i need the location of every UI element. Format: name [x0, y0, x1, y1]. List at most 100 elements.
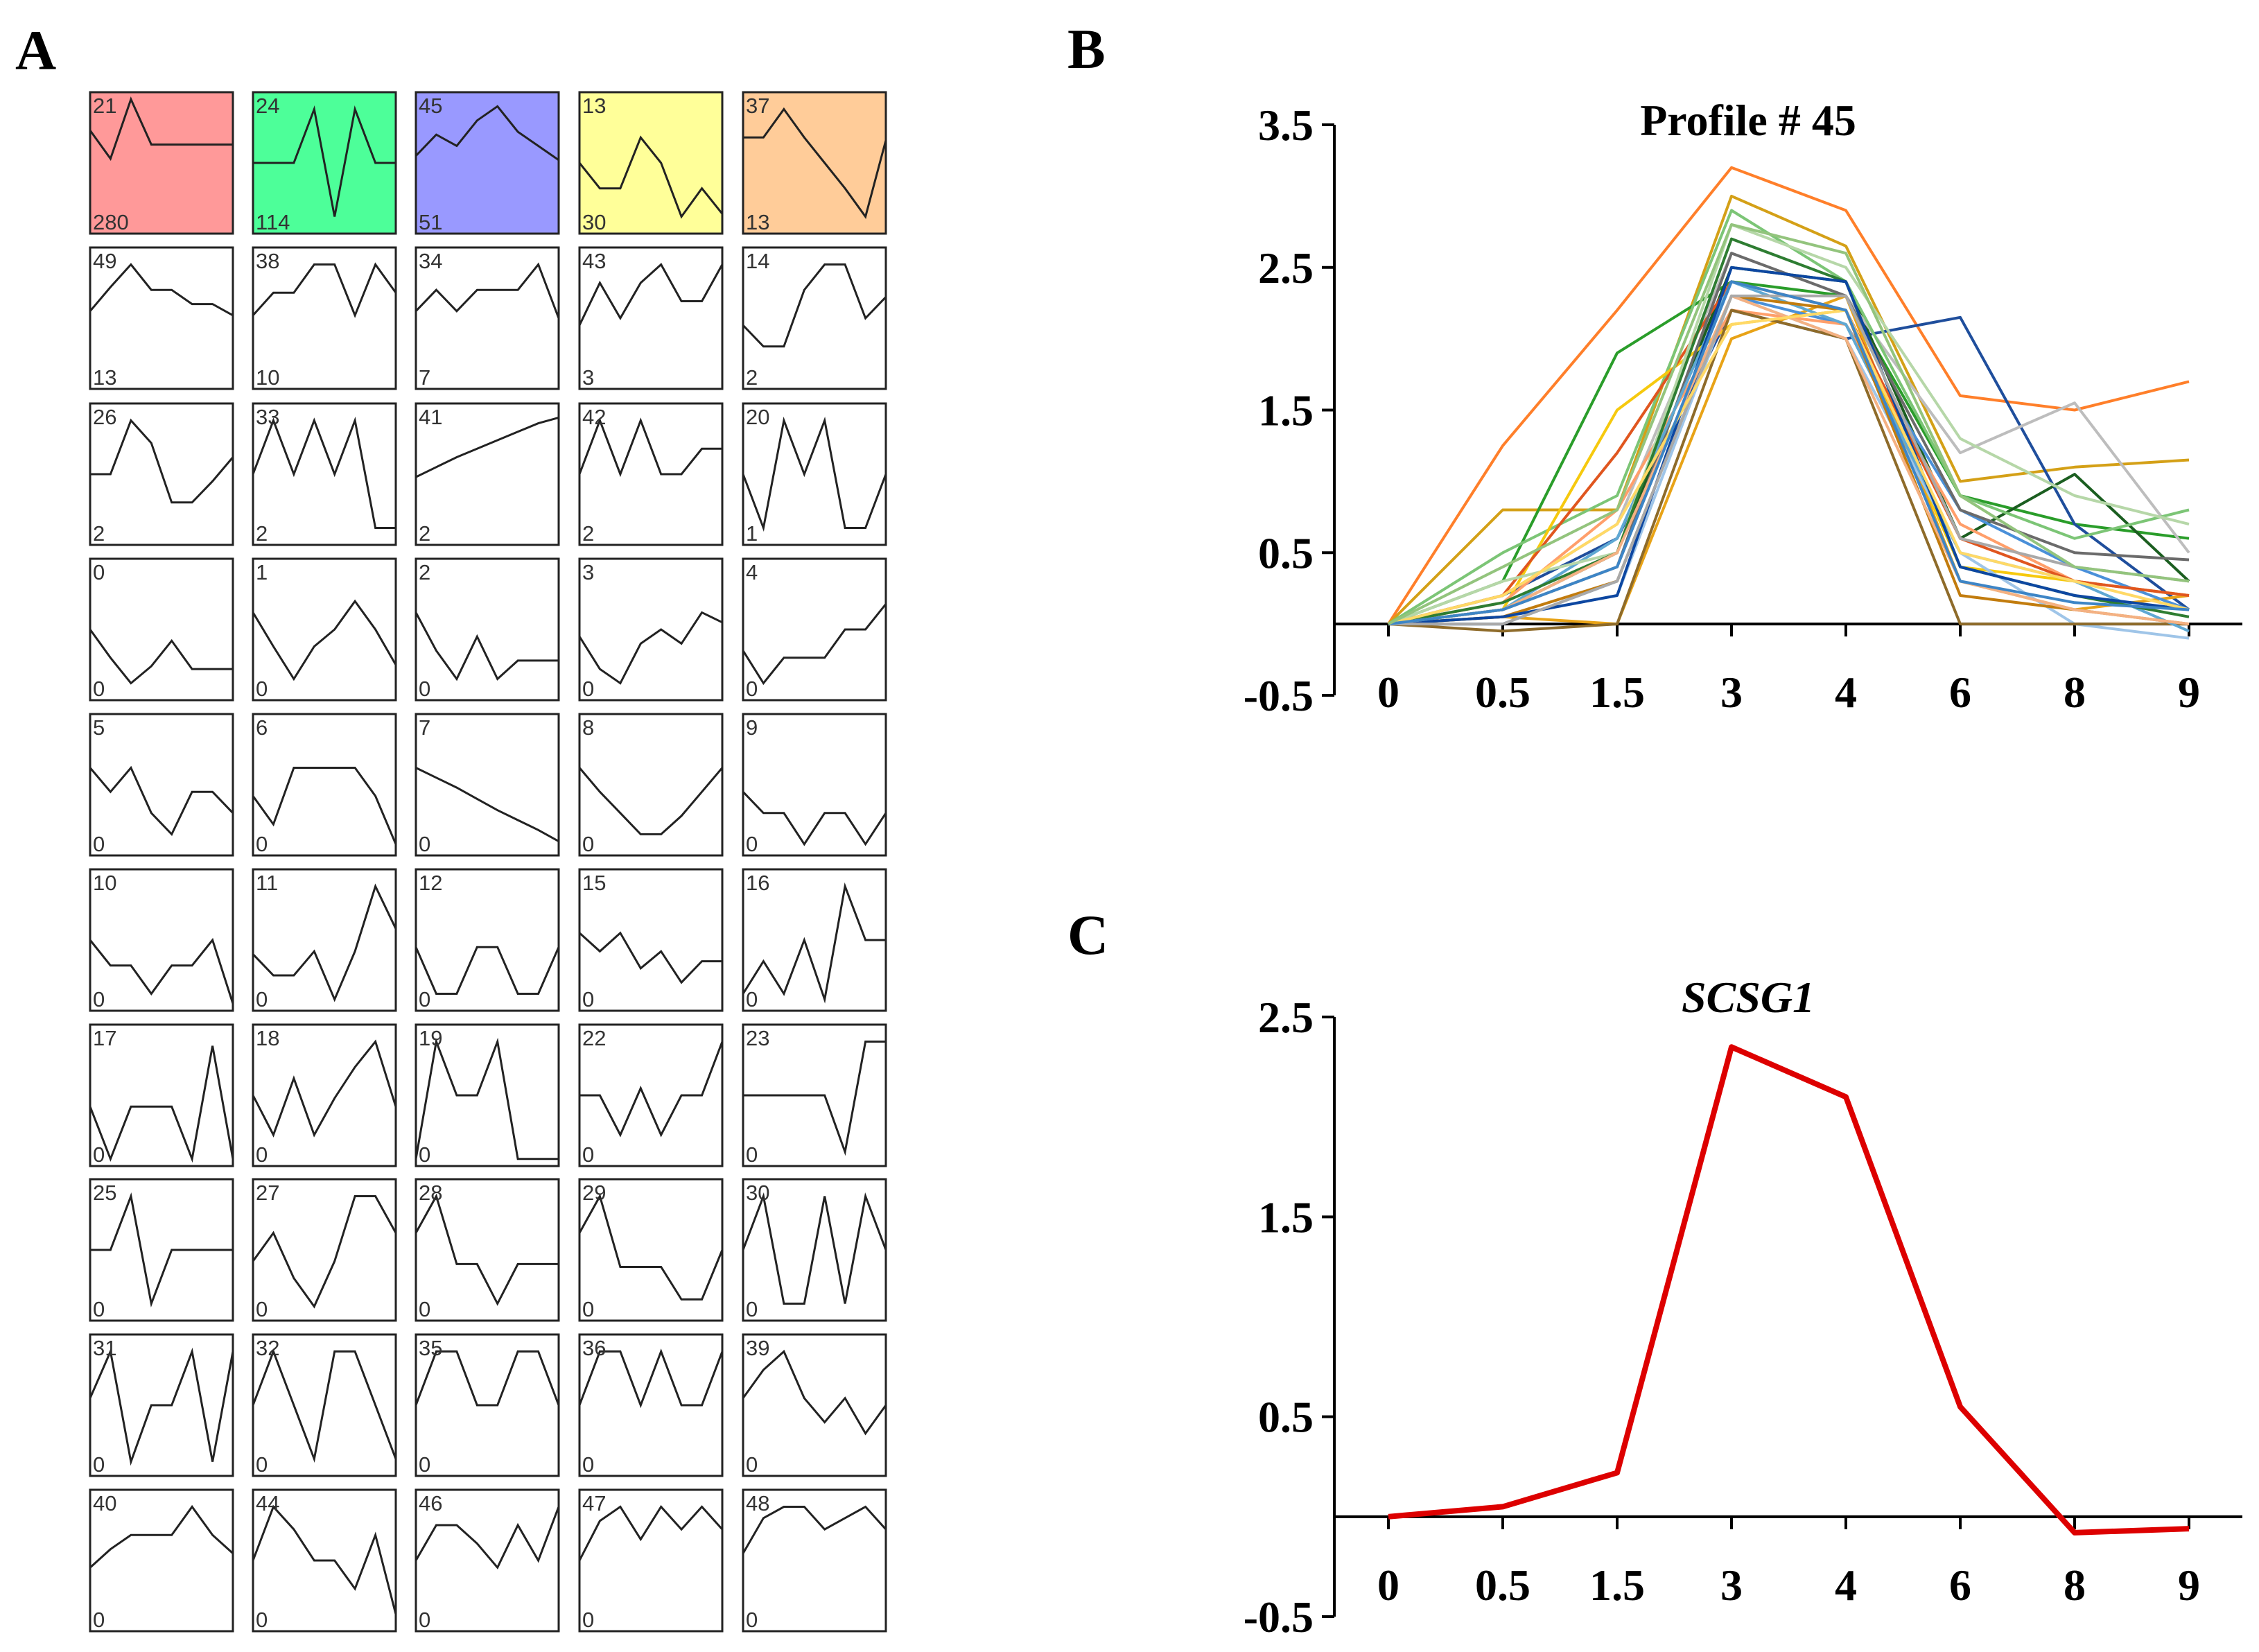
profile-id-label: 44 [256, 1491, 279, 1515]
series-line-19 [1388, 266, 2190, 626]
profile-line-49 [89, 263, 234, 317]
profile-cell-49[interactable]: 49 13 [89, 246, 234, 390]
profile-cell-47[interactable]: 47 0 [578, 1488, 724, 1633]
profile-cell-6[interactable]: 60 [252, 713, 397, 857]
profile-count-label: 0 [582, 1297, 594, 1321]
x-tick-label: 8 [2064, 1560, 2086, 1610]
profile-id-label: 4 [746, 560, 758, 584]
series-line-12 [1388, 308, 2189, 633]
profile-line-8 [578, 767, 724, 835]
profile-count-label: 2 [93, 521, 105, 546]
profile-cell-18[interactable]: 18 0 [252, 1023, 397, 1167]
profile-cell-7[interactable]: 70 [415, 713, 560, 857]
profile-id-label: 3 [582, 560, 594, 584]
profile-line-20 [742, 416, 887, 532]
profile-id-label: 41 [419, 405, 442, 429]
x-tick-label: 0 [1377, 668, 1399, 717]
profile-cell-16[interactable]: 16 0 [742, 868, 887, 1012]
profile-id-label: 5 [93, 715, 105, 740]
profile-line-22 [579, 1041, 724, 1138]
profile-line-31 [89, 1347, 234, 1466]
profile-cell-26[interactable]: 26 2 [89, 402, 234, 546]
profile-cell-20[interactable]: 20 1 [742, 402, 887, 546]
profile-id-label: 39 [746, 1336, 769, 1360]
profile-cell-31[interactable]: 31 0 [89, 1333, 234, 1477]
profile-cell-24[interactable]: 24 114 [252, 91, 397, 235]
profile-cell-22[interactable]: 22 0 [578, 1023, 724, 1167]
profile-count-label: 0 [582, 1142, 594, 1167]
profile-line-45 [415, 105, 559, 162]
profile-count-label: 0 [419, 1452, 430, 1477]
profile-cell-45[interactable]: 45 51 [415, 91, 560, 235]
profile-cell-21[interactable]: 21 280 [89, 91, 234, 235]
profile-cell-30[interactable]: 30 0 [742, 1178, 887, 1322]
profile-count-label: 0 [93, 677, 105, 701]
profile-cell-17[interactable]: 17 0 [89, 1023, 234, 1167]
profile-cell-10[interactable]: 10 0 [89, 868, 234, 1012]
profile-cell-box [742, 713, 887, 857]
profile-cell-32[interactable]: 32 0 [252, 1333, 397, 1477]
profile-cell-29[interactable]: 29 0 [578, 1178, 724, 1322]
profile-cell-23[interactable]: 23 0 [742, 1023, 887, 1167]
x-tick-label: 3 [1720, 668, 1743, 717]
profile-cell-9[interactable]: 90 [742, 713, 887, 857]
profile-cell-8[interactable]: 80 [578, 713, 724, 857]
profile-cell-11[interactable]: 11 0 [252, 868, 397, 1012]
profile-cell-13[interactable]: 13 30 [578, 91, 724, 235]
profile-id-label: 20 [746, 405, 769, 429]
profile-line-27 [252, 1195, 397, 1309]
profile-id-label: 24 [256, 94, 279, 118]
profile-cell-box [415, 868, 560, 1012]
profile-count-label: 0 [582, 987, 594, 1011]
profile-line-47 [578, 1505, 724, 1561]
profile-cell-15[interactable]: 15 0 [578, 868, 724, 1012]
profile-cell-box [742, 1488, 887, 1633]
profile-cell-36[interactable]: 36 0 [578, 1333, 724, 1477]
profile-count-label: 0 [419, 677, 430, 701]
profile-count-label: 0 [582, 677, 594, 701]
profile-cell-44[interactable]: 44 0 [252, 1488, 397, 1633]
profile-cell-42[interactable]: 42 2 [578, 402, 724, 546]
profile-cell-25[interactable]: 25 0 [89, 1178, 234, 1322]
profile-cell-37[interactable]: 37 13 [742, 91, 887, 235]
profile-cell-34[interactable]: 34 7 [415, 246, 560, 390]
profile-cell-39[interactable]: 39 0 [742, 1333, 887, 1477]
series-line-20 [1388, 294, 2190, 626]
x-tick-label: 9 [2178, 668, 2200, 717]
profile-count-label: 0 [93, 1452, 105, 1477]
profile-cell-27[interactable]: 27 0 [252, 1178, 397, 1322]
profile-count-label: 0 [256, 1452, 268, 1477]
profile-id-label: 27 [256, 1181, 279, 1205]
profile-cell-40[interactable]: 40 0 [89, 1488, 234, 1633]
profile-cell-35[interactable]: 35 0 [415, 1333, 560, 1477]
profile-cell-5[interactable]: 50 [89, 713, 234, 857]
profile-cell-12[interactable]: 12 0 [415, 868, 560, 1012]
profile-cell-box [89, 91, 234, 235]
profile-cell-19[interactable]: 19 0 [415, 1023, 560, 1167]
x-tick-label: 9 [2178, 1560, 2200, 1610]
profile-line-16 [742, 882, 886, 1004]
profile-cell-28[interactable]: 28 0 [415, 1178, 560, 1322]
profile-cell-38[interactable]: 38 10 [252, 246, 397, 390]
profile-cell-box [89, 246, 234, 390]
profile-line-37 [743, 107, 887, 219]
profile-id-label: 6 [256, 715, 268, 740]
profile-line-34 [415, 262, 560, 319]
series-line-2 [1388, 280, 2190, 625]
x-tick-label: 3 [1720, 1560, 1743, 1610]
profile-cell-48[interactable]: 48 0 [742, 1488, 887, 1633]
profile-cell-41[interactable]: 41 2 [415, 402, 560, 546]
profile-id-label: 8 [582, 715, 594, 740]
profile-cell-2[interactable]: 20 [415, 557, 560, 702]
profile-cell-0[interactable]: 00 [89, 557, 234, 702]
profile-cell-46[interactable]: 46 0 [415, 1488, 560, 1633]
profile-id-label: 26 [93, 405, 116, 429]
profile-line-5 [89, 765, 234, 836]
profile-cell-1[interactable]: 10 [252, 557, 397, 702]
profile-cell-14[interactable]: 14 2 [742, 246, 887, 390]
profile-line-44 [252, 1504, 397, 1615]
profile-cell-3[interactable]: 30 [578, 557, 724, 702]
profile-cell-4[interactable]: 40 [742, 557, 887, 702]
profile-cell-33[interactable]: 33 2 [252, 402, 397, 546]
profile-cell-43[interactable]: 43 3 [578, 246, 724, 390]
